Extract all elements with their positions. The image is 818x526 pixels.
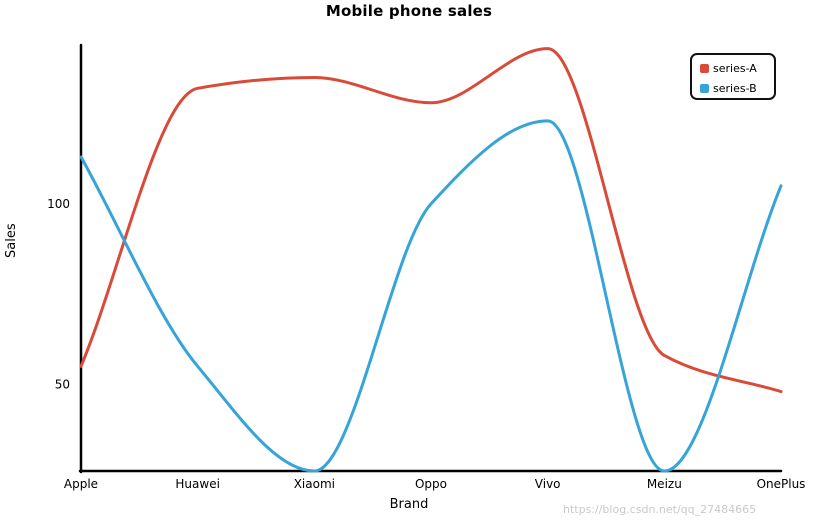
legend-entry-series-b: series-B: [700, 80, 757, 96]
legend: series-A series-B: [690, 53, 776, 100]
legend-swatch-series-b: [700, 83, 709, 93]
x-tick-label: Vivo: [535, 477, 561, 491]
x-axis-label: Brand: [389, 497, 429, 512]
x-tick-label: Apple: [64, 477, 98, 491]
x-tick-label: OnePlus: [757, 477, 806, 491]
legend-label-series-b: series-B: [713, 81, 757, 95]
series-line-b: [79, 119, 783, 473]
y-axis-label: Sales: [4, 223, 19, 258]
y-tick-label: 100: [47, 197, 70, 211]
x-tick-label: Xiaomi: [294, 477, 335, 491]
chart-axes: [78, 43, 783, 474]
legend-swatch-series-a: [700, 63, 709, 73]
y-tick-label: 50: [55, 377, 70, 391]
watermark: https://blog.csdn.net/qq_27484665: [563, 503, 757, 516]
series-layer: [79, 47, 783, 473]
x-tick-label: Oppo: [415, 477, 447, 491]
legend-label-series-a: series-A: [713, 61, 757, 75]
tick-labels: Apple Huawei Xiaomi Oppo Vivo Meizu OnePlus 50 1…: [47, 197, 805, 491]
chart-title: Mobile phone sales: [325, 2, 493, 20]
series-line-a: [79, 47, 783, 394]
legend-entry-series-a: series-A: [700, 60, 757, 76]
x-tick-label: Meizu: [647, 477, 682, 491]
x-tick-label: Huawei: [175, 477, 220, 491]
